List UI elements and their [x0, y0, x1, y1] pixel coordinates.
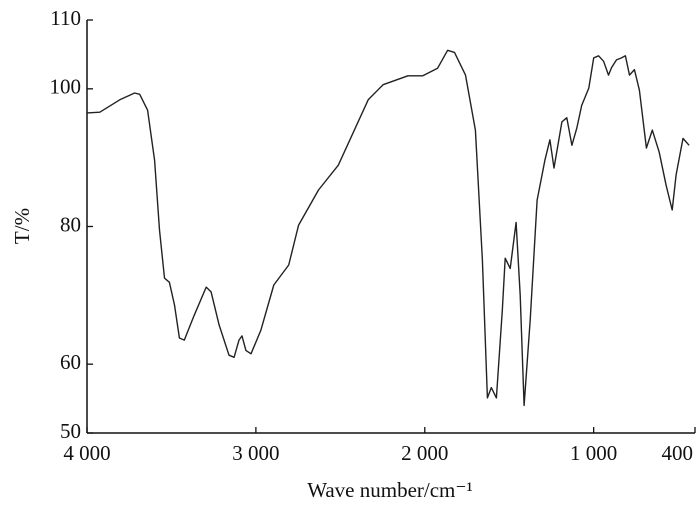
x-tick-label: 3 000: [232, 441, 279, 465]
x-axis-label: Wave number/cm⁻¹: [307, 478, 473, 502]
y-tick-label: 110: [50, 6, 81, 30]
x-tick-label: 4 000: [63, 441, 110, 465]
y-tick-label: 60: [60, 350, 81, 374]
y-tick-label: 100: [50, 75, 82, 99]
y-axis-label: T/%: [10, 208, 34, 244]
x-tick-label: 1 000: [570, 441, 617, 465]
x-tick-label: 400: [662, 441, 694, 465]
x-tick-label: 2 000: [401, 441, 448, 465]
y-tick-label: 80: [60, 212, 81, 236]
spectrum-line: [86, 49, 690, 407]
y-tick-label: 50: [60, 419, 81, 443]
